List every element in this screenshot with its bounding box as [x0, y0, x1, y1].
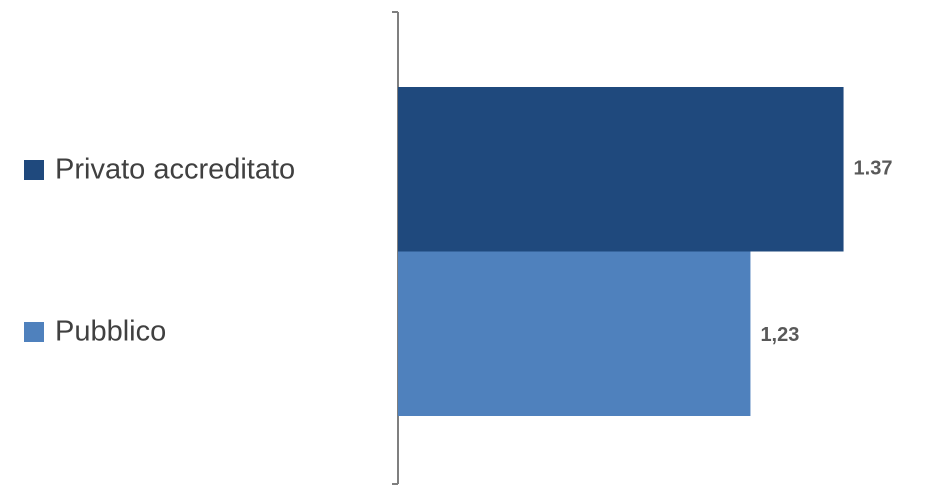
bar — [398, 87, 844, 252]
value-label: 1.37 — [854, 158, 893, 180]
bar — [398, 251, 751, 416]
legend-text: Pubblico — [55, 316, 166, 348]
legend-text: Privato accreditato — [55, 154, 295, 186]
legend-swatch — [24, 160, 44, 180]
legend-swatch — [24, 322, 44, 342]
value-label: 1,23 — [760, 324, 799, 346]
